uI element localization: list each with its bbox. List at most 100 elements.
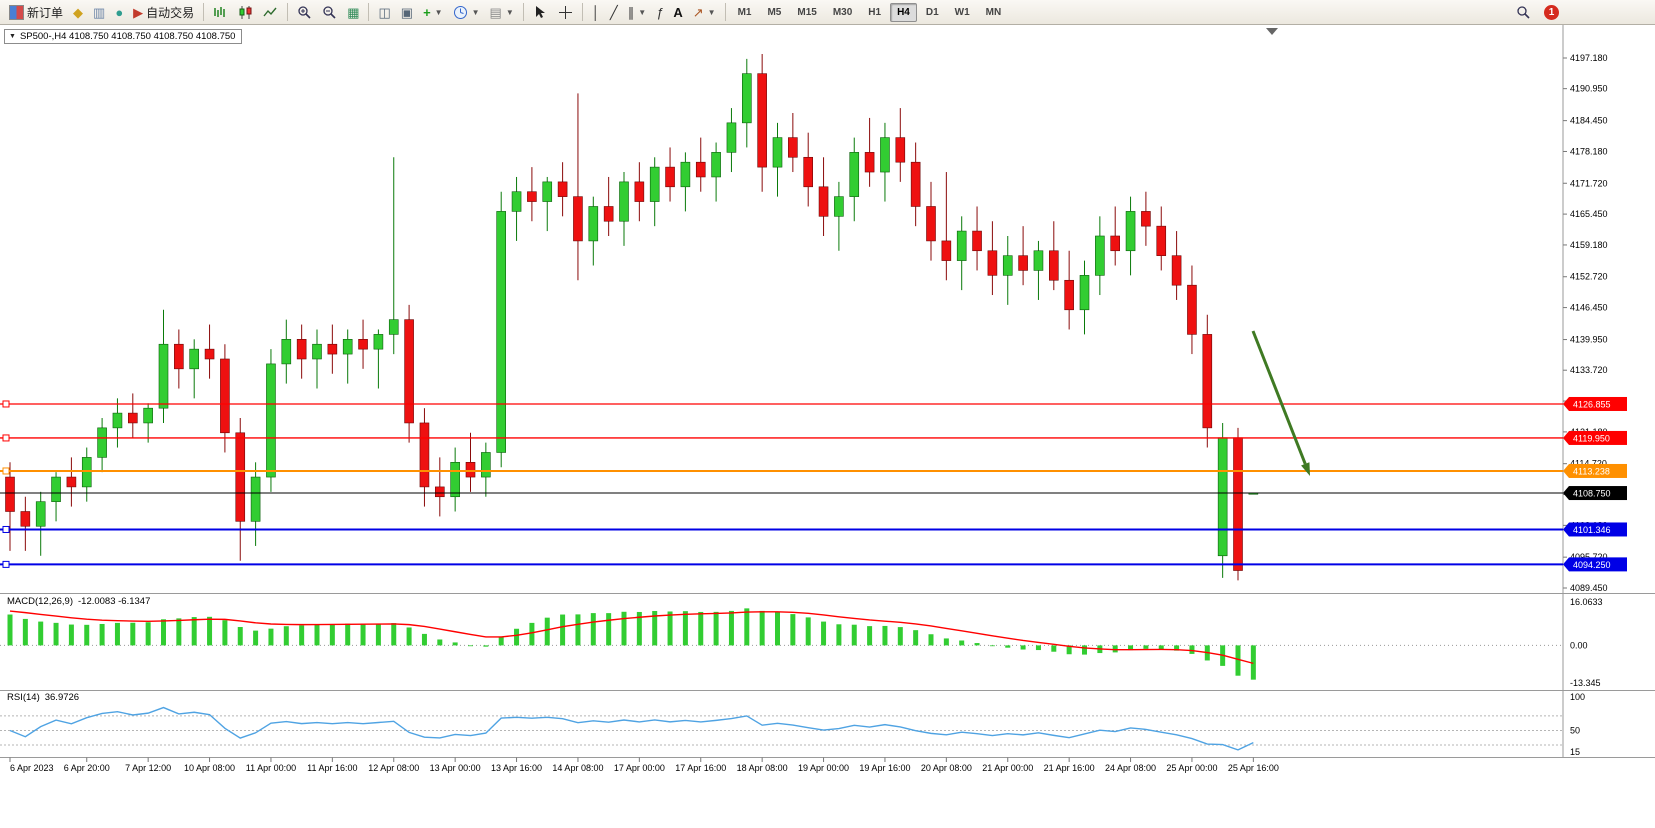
cursor-button[interactable]	[528, 2, 553, 23]
search-button[interactable]	[1511, 2, 1536, 23]
text-tool-button[interactable]: A	[668, 2, 687, 23]
trend-arrow[interactable]	[1251, 330, 1307, 465]
line-handle[interactable]	[2, 525, 10, 533]
timeframe-m1-button[interactable]: M1	[731, 3, 759, 22]
navigator-button[interactable]: ●	[110, 2, 128, 23]
timeframe-m15-button[interactable]: M15	[790, 3, 823, 22]
macd-histogram-bar	[7, 614, 13, 646]
macd-histogram-bar	[299, 625, 305, 646]
price-axis-label: 4133.720	[1570, 365, 1608, 375]
autotrading-button[interactable]: ▶ 自动交易	[128, 2, 199, 23]
price-badge-arrow	[1563, 463, 1569, 478]
cascade-windows-button[interactable]: ▣	[396, 2, 418, 23]
timeframe-h4-button[interactable]: H4	[890, 2, 917, 22]
period-button[interactable]: ▼	[448, 2, 485, 23]
chart-shift-marker-icon[interactable]	[1266, 28, 1278, 35]
arrow-objects-button[interactable]: ↗ ▼	[688, 2, 721, 23]
candle-body	[327, 343, 338, 355]
template-button[interactable]: ▤ ▼	[485, 2, 519, 23]
macd-histogram-bar	[790, 614, 796, 646]
autotrading-label: 自动交易	[146, 5, 195, 20]
macd-histogram-bar	[759, 610, 765, 646]
macd-histogram-bar	[283, 626, 289, 646]
candle-body	[1141, 211, 1151, 227]
macd-histogram-bar	[575, 614, 581, 646]
candle-body	[312, 343, 322, 360]
candle-body	[174, 343, 184, 370]
candle-body	[20, 511, 31, 527]
macd-histogram-bar	[682, 611, 688, 646]
fibonacci-button[interactable]: ƒ	[651, 2, 668, 23]
line-chart-button[interactable]	[258, 2, 283, 23]
chart-canvas[interactable]: 4197.180 4190.950 4184.450 4178.180 4171.720…	[0, 25, 1655, 828]
timeframe-h1-button[interactable]: H1	[861, 3, 888, 22]
macd-histogram-bar	[1005, 645, 1011, 648]
notification-badge[interactable]: 1	[1544, 4, 1559, 20]
macd-histogram-bar	[621, 611, 627, 646]
timeframe-m5-button[interactable]: M5	[760, 3, 788, 22]
candle-body	[1125, 211, 1136, 252]
macd-histogram-bar	[652, 610, 658, 646]
candle-body	[711, 152, 721, 178]
zoom-in-button[interactable]	[292, 2, 317, 23]
candle-body	[803, 156, 814, 188]
candlestick-chart-icon	[239, 5, 252, 19]
toolbar-separator	[581, 3, 583, 21]
macd-histogram-bar	[590, 613, 596, 646]
chart-title-box[interactable]: ▼ SP500-,H4 4108.750 4108.750 4108.750 4…	[4, 29, 243, 44]
trendline-button[interactable]: ╱	[605, 2, 623, 23]
equidistant-channel-button[interactable]: ∥ ▼	[623, 2, 651, 23]
time-axis-label: 21 Apr 00:00	[982, 763, 1033, 773]
price-badge-label: 4108.750	[1573, 489, 1611, 499]
macd-histogram-bar	[836, 624, 842, 646]
price-axis-label: 4197.180	[1570, 53, 1608, 63]
price-axis-label: 4171.720	[1570, 178, 1608, 188]
candle-chart-button[interactable]	[233, 2, 258, 23]
candle-body	[1018, 255, 1028, 271]
timeframe-w1-button[interactable]: W1	[948, 3, 977, 22]
macd-histogram-bar	[68, 624, 74, 646]
candle-body	[527, 191, 537, 202]
toolbar-separator	[203, 3, 205, 21]
candle-body	[1095, 235, 1105, 276]
macd-histogram-bar	[437, 639, 443, 646]
timeframe-d1-button[interactable]: D1	[919, 3, 946, 22]
candle-body	[680, 161, 691, 188]
zoom-out-button[interactable]	[317, 2, 342, 23]
macd-histogram-bar	[191, 617, 197, 646]
line-handle[interactable]	[2, 467, 10, 475]
price-axis-label: 4165.450	[1570, 209, 1608, 219]
timeframe-mn-button[interactable]: MN	[979, 3, 1009, 22]
timeframe-m30-button[interactable]: M30	[826, 3, 859, 22]
macd-header: MACD(12,26,9) -12.0083 -6.1347	[7, 596, 150, 607]
price-axis-label: 4152.720	[1570, 272, 1608, 282]
price-badge-arrow	[1563, 430, 1569, 445]
macd-histogram-bar	[452, 642, 458, 646]
price-badge	[1569, 522, 1627, 537]
vertical-line-button[interactable]: │	[587, 2, 605, 23]
candle-body	[1002, 255, 1013, 276]
macd-histogram-bar	[345, 623, 351, 646]
time-axis-label: 20 Apr 08:00	[921, 763, 972, 773]
line-handle[interactable]	[2, 434, 10, 442]
candle-body	[726, 122, 737, 153]
price-badge-label: 4113.238	[1573, 466, 1610, 476]
data-window-button[interactable]: ▥	[88, 2, 110, 23]
time-axis-label: 13 Apr 16:00	[491, 763, 542, 773]
crosshair-button[interactable]	[553, 2, 578, 23]
macd-histogram-bar	[514, 628, 520, 646]
macd-histogram-bar	[1143, 645, 1149, 649]
macd-histogram-bar	[1174, 645, 1180, 651]
new-order-button[interactable]: 新订单	[4, 2, 68, 23]
grid-button[interactable]: ▦	[342, 2, 364, 23]
tile-windows-button[interactable]: ◫	[373, 2, 395, 23]
bar-chart-button[interactable]	[208, 2, 233, 23]
indicators-button[interactable]: + ▼	[418, 2, 448, 23]
line-handle[interactable]	[2, 560, 10, 568]
candle-body	[404, 319, 414, 424]
trend-arrow-head[interactable]	[1301, 462, 1310, 476]
price-axis-label: 4114.720	[1570, 459, 1607, 469]
line-handle[interactable]	[2, 400, 10, 408]
marketwatch-button[interactable]: ◆	[68, 2, 88, 23]
